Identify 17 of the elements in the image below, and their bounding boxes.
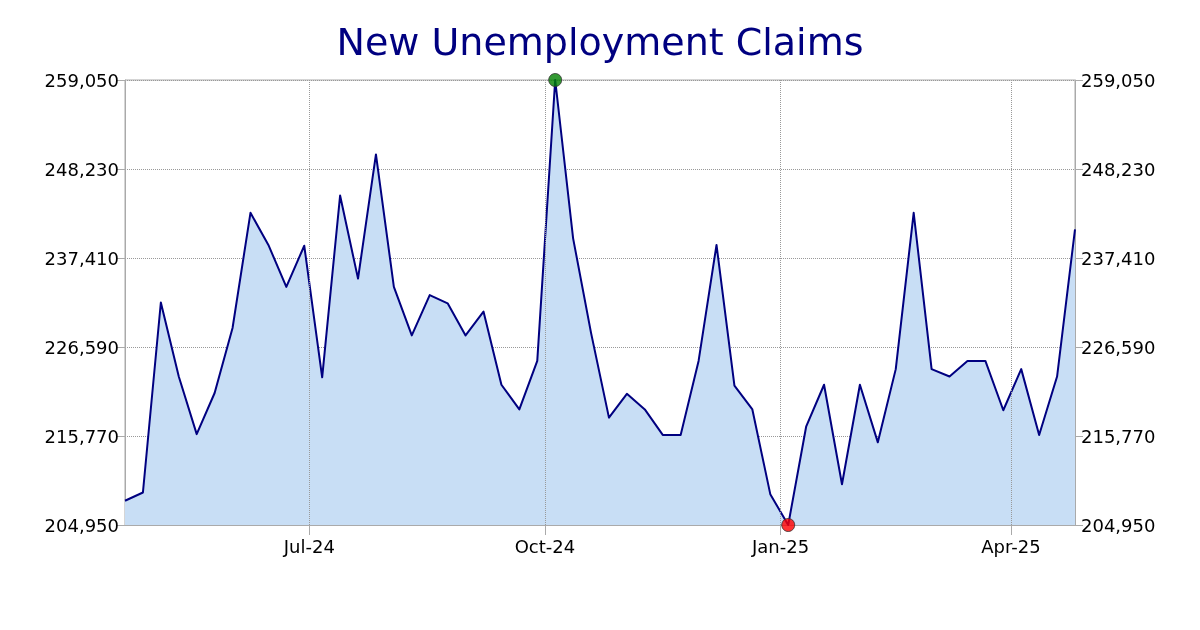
- y2-tick-label: 259,050: [1081, 69, 1156, 91]
- y-tick-label: 204,950: [44, 514, 119, 536]
- chart-title: New Unemployment Claims: [336, 20, 864, 64]
- x-tick-label: Jul-24: [282, 535, 335, 557]
- y-tick-label: 248,230: [44, 158, 119, 180]
- y-tick-label: 237,410: [44, 247, 119, 269]
- y2-tick-label: 204,950: [1081, 514, 1156, 536]
- y2-tick-label: 248,230: [1081, 158, 1156, 180]
- y-tick-label: 259,050: [44, 69, 119, 91]
- y-tick-label: 215,770: [44, 425, 119, 447]
- y2-tick-label: 226,590: [1081, 336, 1156, 358]
- x-tick-label: Apr-25: [981, 535, 1041, 557]
- y2-tick-label: 237,410: [1081, 247, 1156, 269]
- x-tick-label: Jan-25: [750, 535, 810, 557]
- y2-tick-label: 215,770: [1081, 425, 1156, 447]
- y-tick-label: 226,590: [44, 336, 119, 358]
- x-tick-label: Oct-24: [514, 535, 576, 557]
